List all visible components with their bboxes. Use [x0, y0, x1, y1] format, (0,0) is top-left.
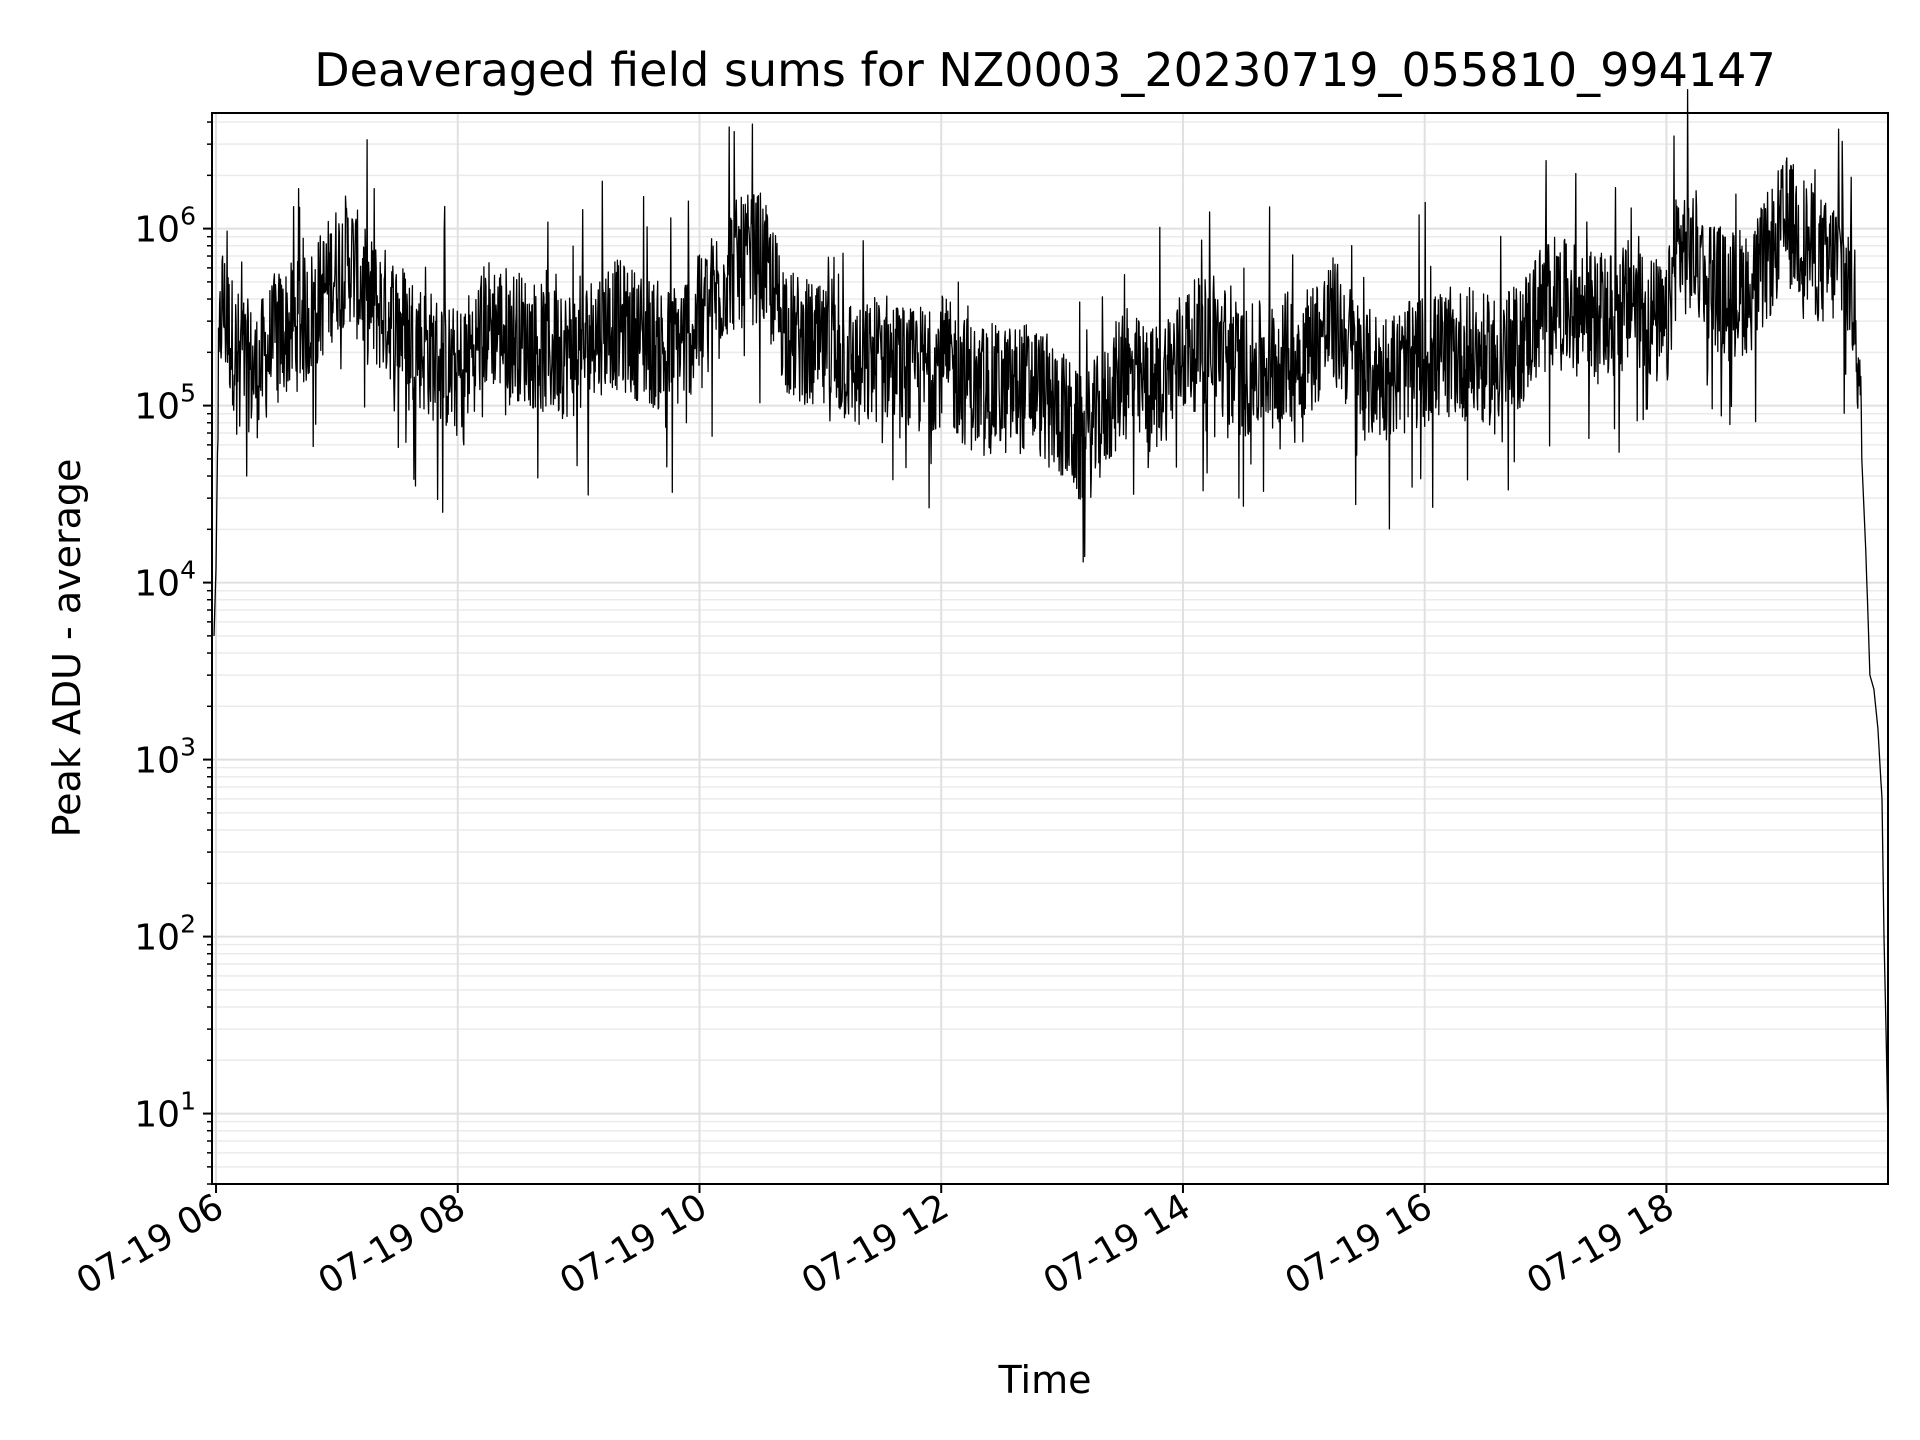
- series-line: [213, 89, 1889, 1131]
- x-tick-label: 07-19 06: [70, 1186, 231, 1302]
- chart-title: Deaveraged field sums for NZ0003_2023071…: [314, 43, 1775, 97]
- x-axis-label: Time: [998, 1358, 1092, 1402]
- y-tick-label: 105: [134, 379, 196, 428]
- x-tick-label: 07-19 10: [553, 1186, 714, 1302]
- y-tick-label: 106: [134, 202, 196, 251]
- x-tick-label: 07-19 08: [312, 1186, 473, 1302]
- y-tick-label: 103: [134, 733, 196, 782]
- y-tick-label: 104: [134, 556, 196, 605]
- x-tick-label: 07-19 12: [795, 1186, 956, 1302]
- x-tick-label: 07-19 14: [1037, 1186, 1198, 1302]
- y-tick-label: 102: [134, 910, 196, 959]
- y-tick-label: 101: [134, 1087, 196, 1136]
- plot-frame: [211, 112, 1889, 1185]
- plot-area: 101 102 103 104 105 106 07-19 06 07-19 08 07-19 …: [70, 89, 1889, 1303]
- x-tick-label: 07-19 18: [1520, 1186, 1681, 1302]
- x-tick-label: 07-19 16: [1279, 1186, 1440, 1302]
- y-axis-label: Peak ADU - average: [45, 459, 89, 838]
